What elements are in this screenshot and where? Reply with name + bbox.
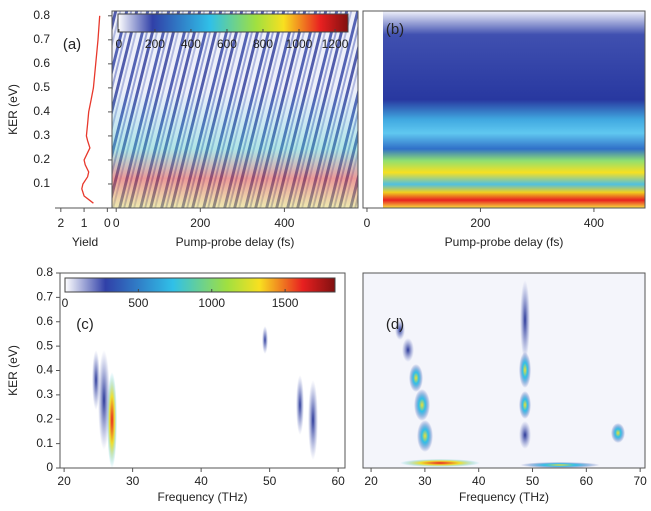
- colorbar-tick-label: 200: [145, 37, 165, 51]
- x-tick-label: 200: [470, 216, 490, 230]
- colorbar: [64, 277, 336, 293]
- heatmap-texture-a: [112, 11, 358, 208]
- y-tick-label: 0.1: [33, 176, 50, 190]
- x-tick-label: 200: [190, 216, 210, 230]
- y-tick-label: 0.7: [33, 32, 50, 46]
- colorbar-tick-label: 500: [128, 296, 148, 310]
- x-axis-label: Frequency (THz): [459, 490, 549, 504]
- y-tick-label: 0.6: [36, 314, 53, 328]
- colorbar-tick-label: 1000: [198, 296, 225, 310]
- plot-frame: [362, 272, 646, 469]
- colorbar-tick-label: 0: [62, 296, 69, 310]
- plot-frame: [111, 10, 359, 209]
- y-axis-label: KER (eV): [6, 84, 20, 135]
- panel-label: (b): [386, 21, 404, 38]
- y-tick-label: 0.1: [36, 436, 53, 450]
- y-axis-label: KER (eV): [6, 345, 20, 396]
- y-tick-label: 0: [46, 460, 53, 474]
- heatmap-texture-b: [383, 11, 645, 208]
- y-tick-label: 0.8: [33, 8, 50, 22]
- x-tick-label: 40: [472, 474, 486, 488]
- y-tick-label: 0.3: [36, 387, 53, 401]
- x-tick-label: 50: [263, 474, 277, 488]
- x-tick-label: 30: [126, 474, 140, 488]
- x-tick-label: 0: [364, 216, 371, 230]
- x-axis-label: Pump-probe delay (fs): [445, 235, 564, 249]
- panel-label: (a): [63, 36, 81, 53]
- y-tick-label: 0.2: [33, 152, 50, 166]
- x-tick-label: 60: [580, 474, 594, 488]
- x-tick-label: 30: [418, 474, 432, 488]
- x-axis-label: Frequency (THz): [157, 490, 247, 504]
- x-tick-label: 1: [81, 216, 88, 230]
- yield-curve: [81, 15, 101, 204]
- y-tick-label: 0.2: [36, 411, 53, 425]
- panel-label: (d): [386, 316, 404, 333]
- colorbar: [117, 13, 349, 33]
- heatmap-texture-c: [92, 326, 318, 468]
- x-tick-label: 400: [274, 216, 294, 230]
- y-tick-label: 0.8: [36, 265, 53, 279]
- y-tick-label: 0.6: [33, 56, 50, 70]
- x-tick-label: 400: [584, 216, 604, 230]
- x-tick-label: 50: [526, 474, 540, 488]
- plot-frame: [362, 10, 646, 209]
- panel-label: (c): [76, 316, 94, 333]
- x-tick-label: 20: [364, 474, 378, 488]
- y-tick-label: 0.3: [33, 128, 50, 142]
- y-tick-label: 0.4: [36, 363, 53, 377]
- colorbar-tick-label: 600: [217, 37, 237, 51]
- x-tick-label: 0: [104, 216, 111, 230]
- colorbar-tick-label: 400: [181, 37, 201, 51]
- colorbar-tick-label: 1000: [286, 37, 313, 51]
- x-tick-label: 40: [194, 474, 208, 488]
- colorbar-tick-label: 1500: [272, 296, 299, 310]
- x-tick-label: 70: [633, 474, 647, 488]
- y-tick-label: 0.4: [33, 104, 50, 118]
- heatmap-texture-d: [363, 273, 645, 468]
- x-tick-label: 2: [57, 216, 64, 230]
- x-tick-label: 20: [57, 474, 71, 488]
- x-axis-label: Yield: [72, 235, 98, 249]
- y-tick-label: 0.7: [36, 290, 53, 304]
- colorbar-tick-label: 0: [116, 37, 123, 51]
- y-tick-label: 0.5: [36, 338, 53, 352]
- y-tick-label: 0.5: [33, 80, 50, 94]
- colorbar-tick-label: 800: [253, 37, 273, 51]
- x-tick-label: 0: [113, 216, 120, 230]
- x-axis-label: Pump-probe delay (fs): [176, 235, 295, 249]
- x-tick-label: 60: [331, 474, 345, 488]
- colorbar-tick-label: 1200: [322, 37, 349, 51]
